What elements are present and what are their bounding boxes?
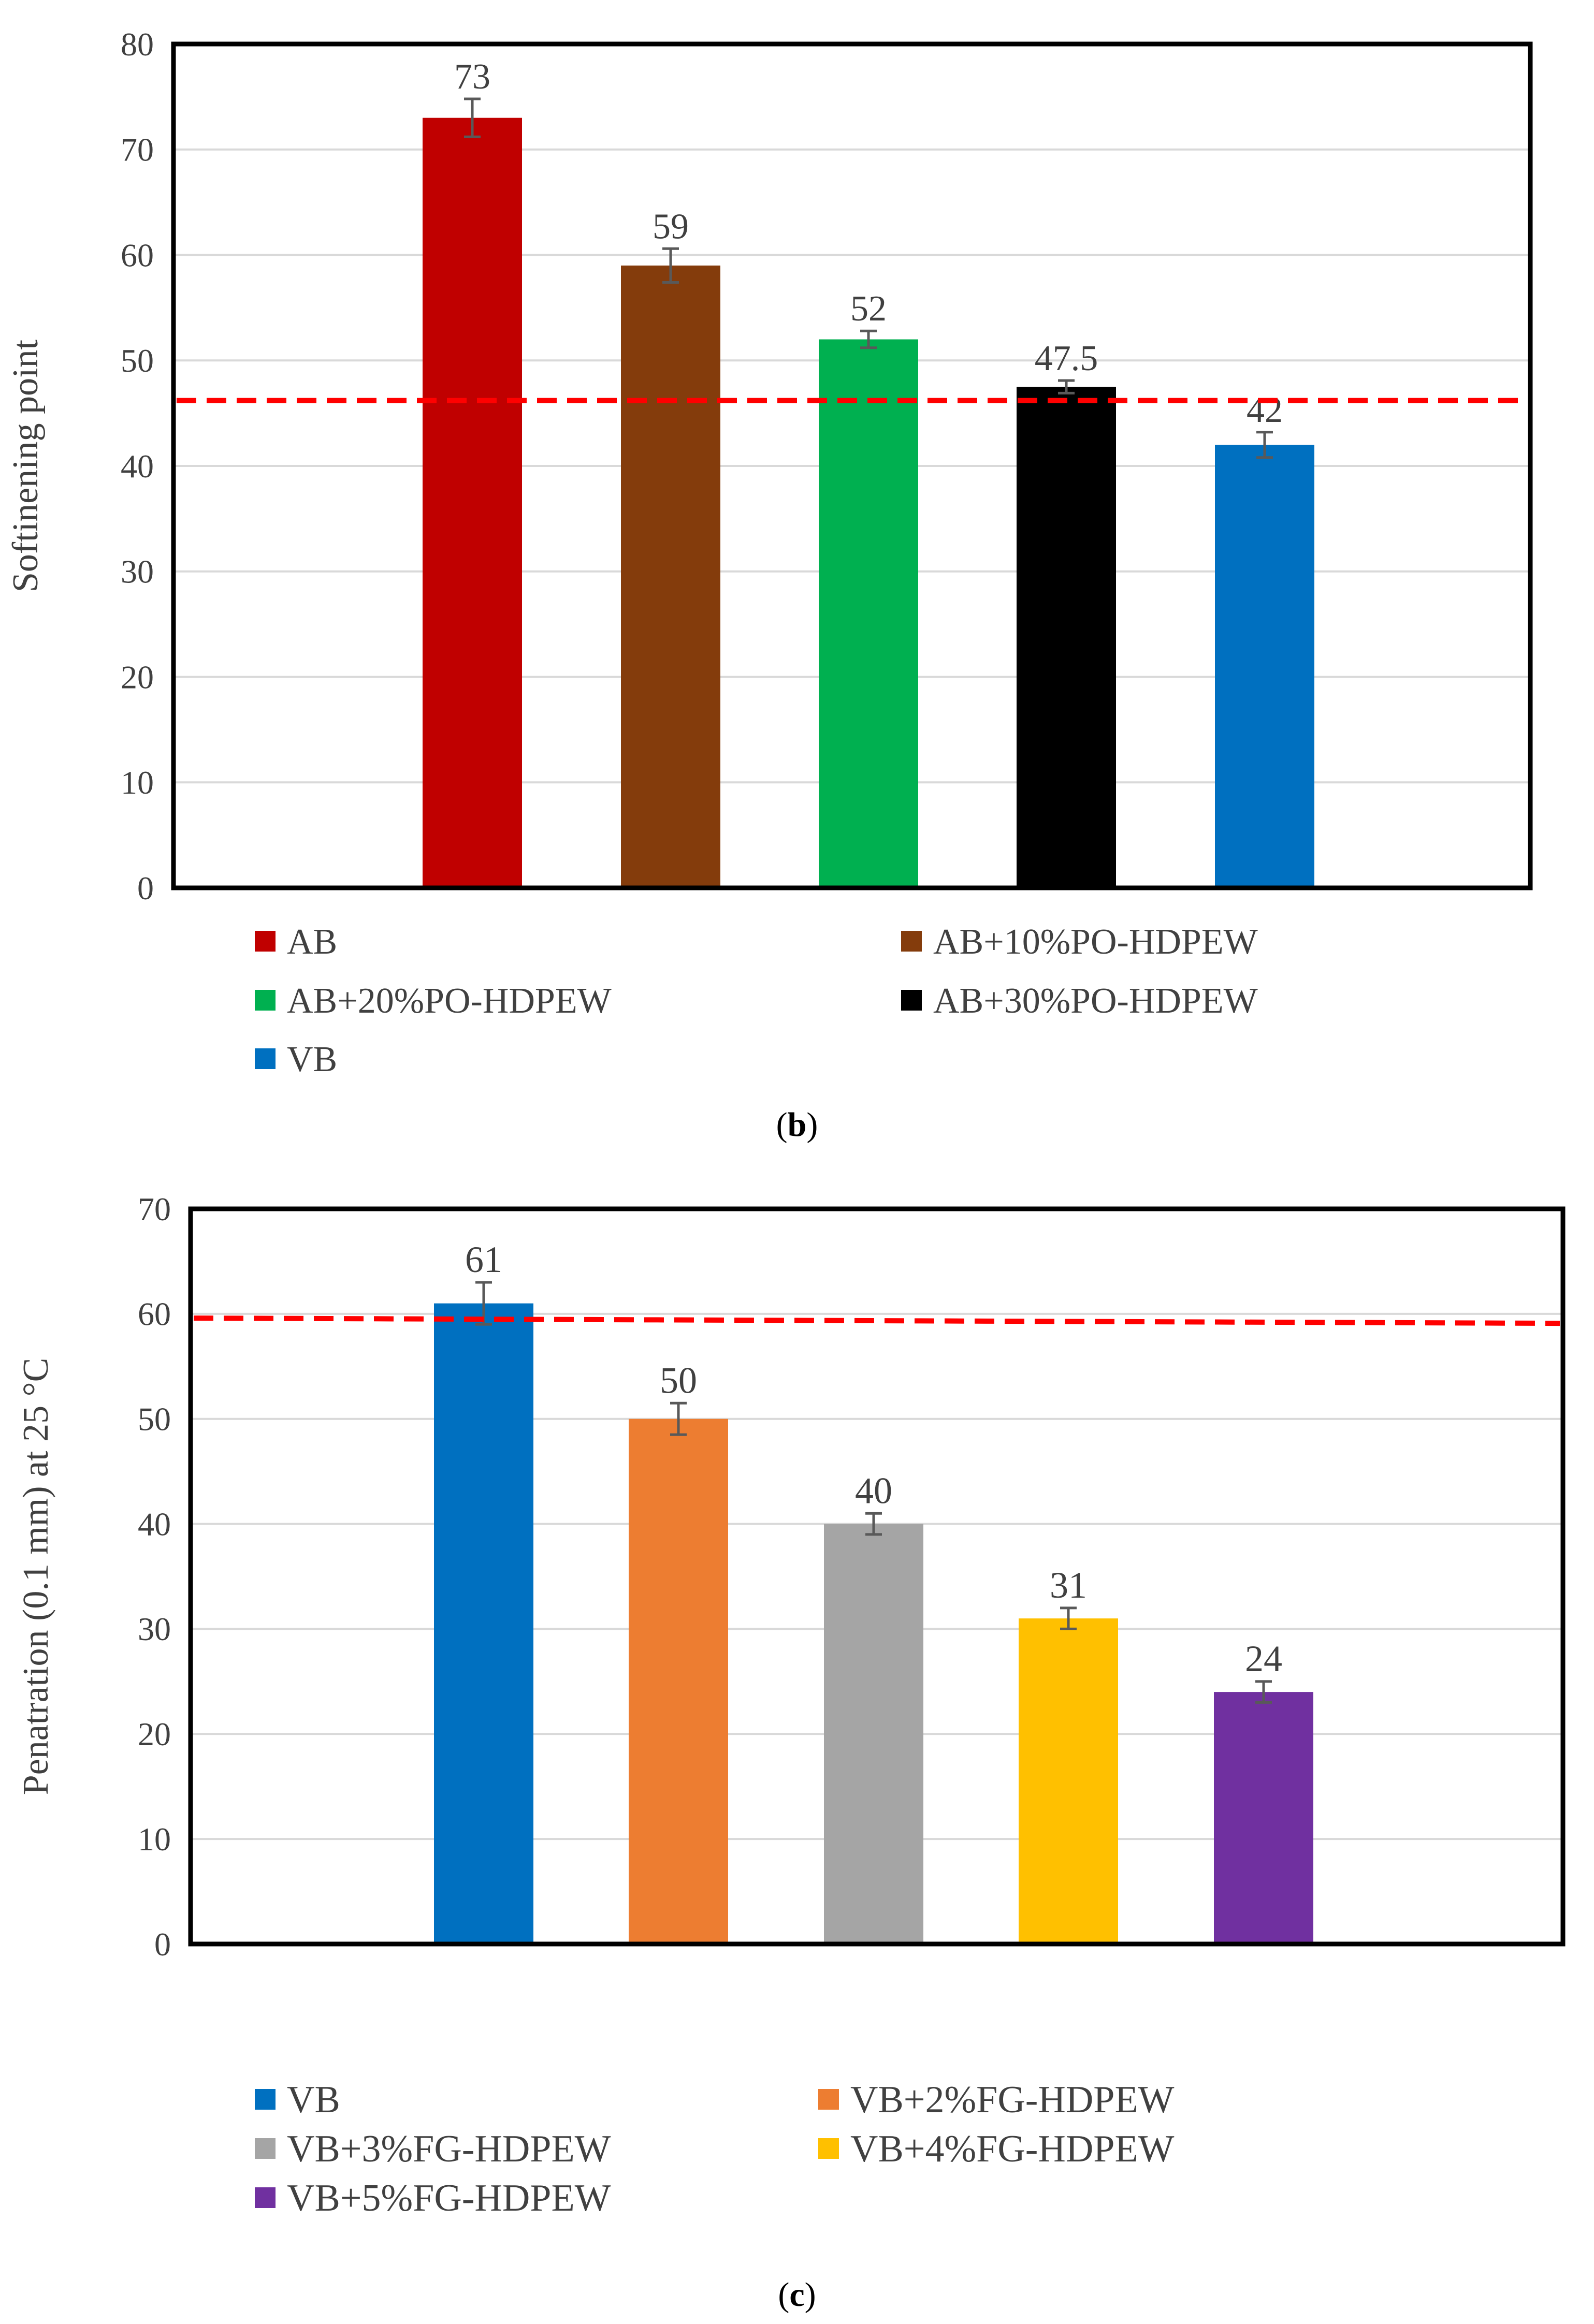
- y-tick-label: 80: [121, 26, 154, 63]
- data-label: 59: [653, 207, 689, 246]
- legend-swatch: [255, 931, 276, 952]
- bar: [621, 265, 720, 888]
- data-label: 52: [850, 289, 887, 329]
- y-axis-label: Softinening point: [6, 339, 46, 592]
- y-tick-label: 0: [154, 1926, 171, 1963]
- legend-b: AB AB+10%PO-HDPEW AB+20%PO-HDPEW AB+30%PO-H…: [255, 922, 1258, 1079]
- legend-label: VB: [287, 2079, 340, 2121]
- legend-label: AB+30%PO-HDPEW: [933, 981, 1258, 1021]
- y-tick-label: 60: [121, 237, 154, 273]
- bar: [1214, 1692, 1313, 1944]
- y-tick-label: 20: [138, 1716, 171, 1752]
- caption-b: (b): [776, 1106, 818, 1144]
- legend-swatch: [255, 990, 276, 1011]
- legend-swatch: [255, 2187, 276, 2208]
- bar: [1019, 1618, 1118, 1944]
- y-tick-label: 10: [121, 764, 154, 801]
- y-tick-label: 70: [138, 1191, 171, 1227]
- y-tick-label: 50: [138, 1400, 171, 1437]
- chart-c: 0 10 20 30 40 50 60 70 Penatration (0.1 mm) at 2…: [16, 1191, 1566, 2219]
- y-tick-label: 40: [138, 1506, 171, 1542]
- legend-swatch: [255, 1048, 276, 1069]
- legend-swatch: [818, 2089, 839, 2110]
- y-tick-label: 30: [121, 553, 154, 590]
- legend-label: VB: [287, 1040, 337, 1079]
- data-label: 24: [1245, 1638, 1282, 1679]
- chart-b: 0 10 20 30 40 50 60 70 80 Softinening point 73 59 52…: [6, 26, 1533, 1079]
- data-label: 61: [465, 1239, 502, 1280]
- legend-label: VB+2%FG-HDPEW: [850, 2079, 1175, 2121]
- legend-label: AB+10%PO-HDPEW: [933, 922, 1258, 962]
- plot-border: [188, 1206, 1566, 1947]
- y-axis-label: Penatration (0.1 mm) at 25 °C: [16, 1358, 56, 1795]
- legend-swatch: [255, 2089, 276, 2110]
- bar: [819, 339, 918, 888]
- legend-label: VB+3%FG-HDPEW: [287, 2128, 611, 2170]
- data-label: 40: [855, 1470, 892, 1511]
- bar: [629, 1419, 728, 1944]
- data-label: 42: [1247, 390, 1283, 430]
- plot-border: [171, 41, 1533, 890]
- y-tick-label: 20: [121, 659, 154, 695]
- bar: [423, 118, 522, 888]
- data-label: 31: [1050, 1565, 1087, 1606]
- caption-c: (c): [778, 2276, 816, 2314]
- legend-c: VB VB+2%FG-HDPEW VB+3%FG-HDPEW VB+4%FG-HDPE…: [255, 2079, 1175, 2219]
- bar: [434, 1303, 533, 1944]
- legend-swatch: [901, 990, 922, 1011]
- legend-label: VB+4%FG-HDPEW: [850, 2128, 1175, 2170]
- data-label: 50: [660, 1360, 697, 1401]
- legend-swatch: [818, 2138, 839, 2159]
- y-tick-label: 30: [138, 1611, 171, 1647]
- legend-label: VB+5%FG-HDPEW: [287, 2177, 611, 2219]
- y-tick-label: 60: [138, 1296, 171, 1333]
- legend-swatch: [255, 2138, 276, 2159]
- data-label: 73: [454, 57, 490, 97]
- data-label: 47.5: [1035, 339, 1098, 378]
- bar: [1215, 445, 1314, 888]
- legend-swatch: [901, 931, 922, 952]
- bar: [824, 1524, 923, 1944]
- legend-label: AB: [287, 922, 337, 962]
- y-tick-label: 70: [121, 131, 154, 168]
- y-tick-label: 10: [138, 1821, 171, 1858]
- y-tick-label: 0: [137, 870, 154, 907]
- bar: [1017, 387, 1116, 888]
- reference-line: [193, 1315, 1560, 1326]
- y-tick-label: 50: [121, 342, 154, 379]
- legend-label: AB+20%PO-HDPEW: [287, 981, 612, 1021]
- y-tick-label: 40: [121, 448, 154, 485]
